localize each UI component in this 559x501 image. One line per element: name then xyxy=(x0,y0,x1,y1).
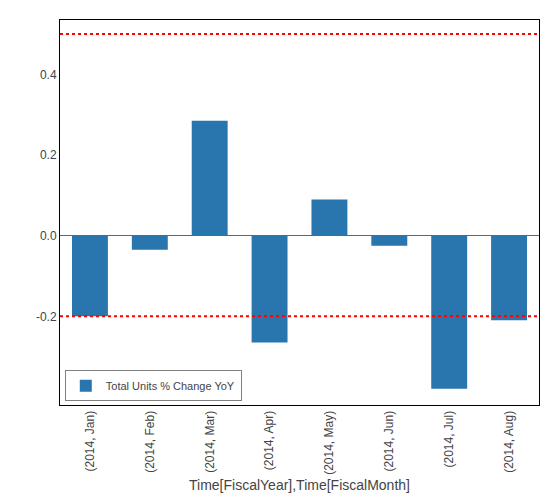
svg-text:(2014, Feb): (2014, Feb) xyxy=(143,411,157,473)
svg-text:0.0: 0.0 xyxy=(40,229,57,243)
svg-text:(2014, Apr): (2014, Apr) xyxy=(262,411,276,470)
svg-text:(2014, Jun): (2014, Jun) xyxy=(382,411,396,472)
svg-text:(2014, Jul): (2014, Jul) xyxy=(442,411,456,468)
svg-text:(2014, Aug): (2014, Aug) xyxy=(502,411,516,473)
svg-text:(2014, Mar): (2014, Mar) xyxy=(203,411,217,473)
svg-text:(2014, May): (2014, May) xyxy=(322,411,336,475)
svg-text:0.4: 0.4 xyxy=(40,68,57,82)
svg-text:0.2: 0.2 xyxy=(40,148,57,162)
svg-text:-0.2: -0.2 xyxy=(36,310,57,324)
svg-text:(2014, Jan): (2014, Jan) xyxy=(83,411,97,472)
svg-text:Time[FiscalYear],Time[FiscalMo: Time[FiscalYear],Time[FiscalMonth] xyxy=(189,477,410,493)
svg-text:Total Units % Change YoY: Total Units % Change YoY xyxy=(106,380,235,392)
